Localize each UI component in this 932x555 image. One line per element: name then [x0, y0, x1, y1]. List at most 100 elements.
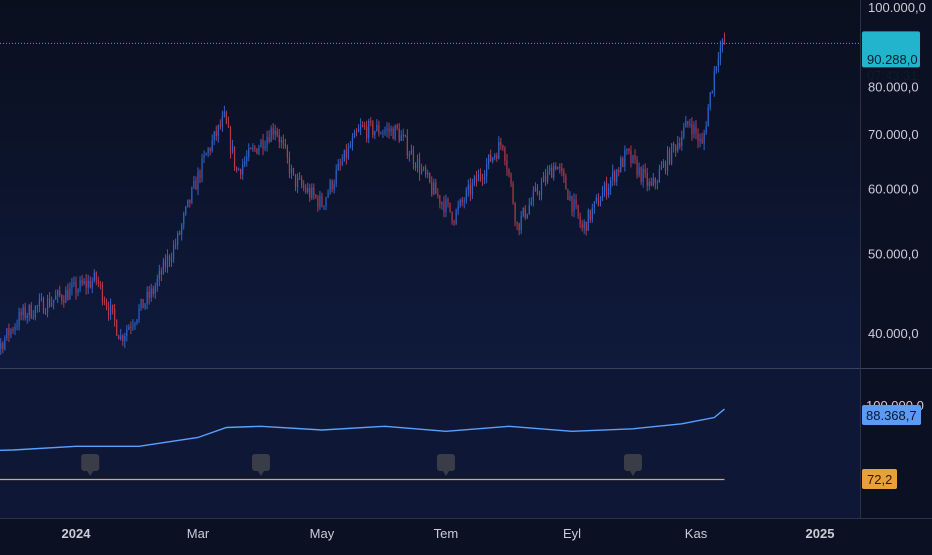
candle-body [150, 288, 152, 298]
candle-body [473, 176, 476, 183]
candle-body [547, 171, 549, 182]
candle-body [618, 169, 620, 172]
candle-body [536, 187, 539, 194]
candle-body [607, 187, 610, 196]
speech-bubble-icon [623, 454, 642, 471]
candle-body [325, 197, 327, 206]
candle-body [510, 174, 512, 184]
candle-body [396, 125, 398, 129]
candle-body [717, 58, 719, 67]
candle-body [508, 169, 510, 175]
candle-body [111, 304, 114, 309]
candle-body [557, 167, 559, 170]
candle-body [99, 283, 101, 285]
candle-body [697, 133, 699, 142]
candle-body [132, 325, 134, 328]
candle-body [124, 335, 126, 341]
candle-body [24, 306, 26, 319]
candle-body [679, 142, 681, 147]
candle-body [488, 154, 490, 165]
candle-body [292, 168, 295, 175]
candle-body [144, 303, 146, 309]
candle-body [386, 128, 388, 131]
indicator-value-badge-bg [862, 405, 921, 425]
candle-body [160, 270, 162, 275]
candle-body [721, 39, 724, 48]
candle-body [217, 125, 219, 137]
time-axis-tick-label: Eyl [563, 526, 581, 541]
candle-body [252, 147, 254, 149]
candle-body [205, 153, 207, 156]
candle-body [384, 130, 386, 133]
candle-body [573, 199, 575, 212]
candle-body [116, 320, 118, 336]
candle-body [28, 304, 30, 316]
candle-body [34, 306, 36, 318]
candle-body [355, 131, 358, 133]
candle-body [498, 141, 500, 159]
candle-body [555, 165, 557, 170]
candle-body [699, 138, 701, 142]
candle-body [368, 121, 370, 138]
candle-body [61, 295, 63, 301]
price-axis-tick-label: 40.000,0 [868, 326, 919, 341]
candle-body [526, 213, 528, 218]
candle-body [388, 128, 390, 132]
candle-body [640, 167, 642, 182]
indicator-value-badge: 88.368,7 [862, 405, 921, 425]
candle-body [307, 188, 309, 193]
candle-body [183, 214, 185, 225]
candle-body [654, 178, 656, 184]
candle-body [605, 183, 608, 196]
candle-body [299, 177, 301, 179]
candle-body [357, 129, 360, 132]
speech-bubble-icon [81, 454, 100, 471]
candle-body [168, 255, 171, 262]
candle-body [107, 307, 110, 315]
indicator-value-label: 88.368,7 [866, 408, 917, 423]
candle-body [449, 202, 451, 212]
time-axis[interactable]: 2024 Mar May Tem Eyl Kas 2025 [62, 526, 835, 541]
candle-body [579, 216, 581, 225]
candle-body [577, 205, 579, 217]
candle-body [477, 173, 480, 182]
candle-body [483, 176, 486, 180]
candle-body [691, 124, 693, 135]
candle-body [534, 187, 537, 191]
candle-body [294, 174, 297, 188]
candle-body [162, 260, 165, 275]
last-price-badge: 90.288,0 07:43:31 [862, 31, 920, 83]
candle-body [719, 47, 721, 59]
candle-body [455, 210, 457, 224]
time-axis-tick-label: Mar [187, 526, 210, 541]
candle-body [303, 185, 305, 188]
candle-body [481, 177, 484, 180]
candle-body [32, 317, 34, 319]
candle-body [514, 203, 516, 222]
candle-body [327, 192, 329, 198]
candle-body [87, 280, 89, 288]
candle-body [18, 312, 20, 326]
candle-body [248, 148, 250, 157]
candle-body [457, 205, 459, 211]
candle-body [664, 161, 667, 172]
candle-body [48, 298, 51, 307]
candle-body [463, 201, 465, 203]
candle-body [364, 125, 366, 127]
candle-body [91, 281, 93, 288]
last-price-badge-bg [862, 31, 920, 68]
candle-body [439, 195, 441, 204]
candle-body [538, 193, 541, 195]
candle-body [83, 281, 85, 284]
candle-body [170, 258, 173, 262]
candle-body [282, 140, 284, 144]
candle-body [500, 141, 502, 146]
candle-body [390, 128, 392, 132]
candle-body [246, 156, 248, 162]
time-axis-tick-label: Kas [685, 526, 708, 541]
main-pane-background [0, 0, 860, 368]
candle-body [97, 280, 99, 284]
candle-body [71, 284, 73, 289]
candle-body [134, 323, 136, 326]
price-axis[interactable]: 100.000,0 80.000,0 70.000,0 60.000,0 50.000,… [868, 0, 926, 341]
